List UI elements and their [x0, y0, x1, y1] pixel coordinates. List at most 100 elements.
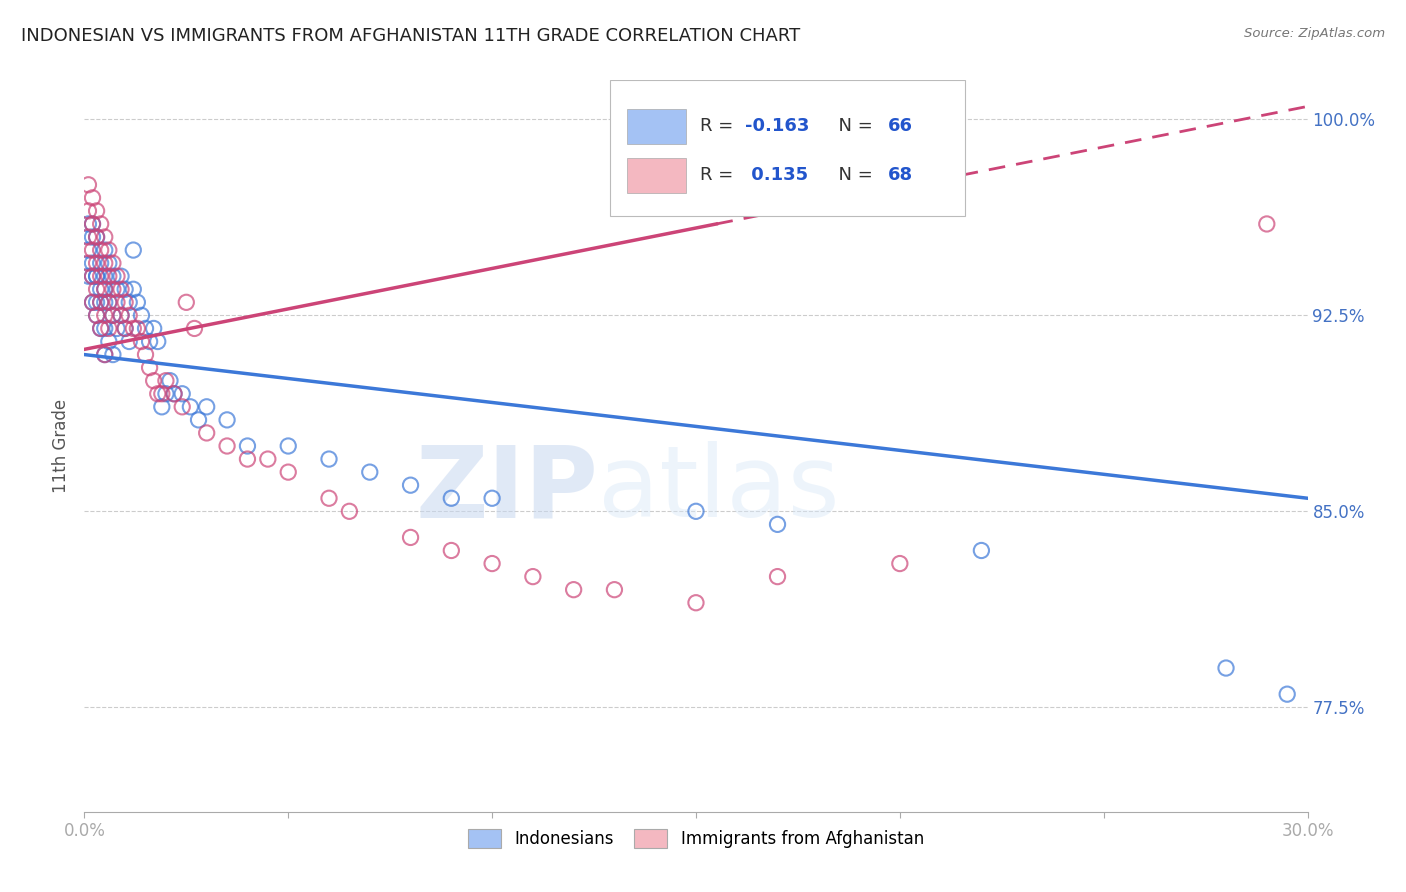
Point — [82, 191, 104, 205]
Point — [766, 517, 789, 532]
Point — [101, 309, 124, 323]
Point — [522, 569, 544, 583]
Point — [77, 217, 100, 231]
Point — [86, 269, 108, 284]
Point — [82, 243, 104, 257]
Text: 68: 68 — [889, 167, 912, 185]
Point — [93, 348, 115, 362]
Point — [146, 334, 169, 349]
Point — [93, 282, 115, 296]
Point — [217, 413, 239, 427]
Point — [359, 465, 381, 479]
Legend: Indonesians, Immigrants from Afghanistan: Indonesians, Immigrants from Afghanistan — [461, 822, 931, 855]
Point — [90, 256, 112, 270]
Point — [82, 217, 104, 231]
Point — [86, 295, 108, 310]
Point — [174, 295, 197, 310]
Point — [101, 256, 124, 270]
Point — [138, 334, 160, 349]
Point — [118, 309, 141, 323]
Point — [603, 582, 626, 597]
Point — [135, 321, 157, 335]
Point — [77, 243, 100, 257]
Text: 0.135: 0.135 — [745, 167, 808, 185]
Point — [481, 491, 503, 506]
Point — [93, 269, 115, 284]
Point — [90, 282, 112, 296]
Point — [97, 295, 120, 310]
Point — [187, 413, 209, 427]
Point — [318, 452, 340, 467]
Point — [172, 386, 194, 401]
Point — [118, 295, 141, 310]
Point — [114, 321, 136, 335]
Point — [217, 439, 239, 453]
Point — [93, 243, 115, 257]
Point — [105, 321, 128, 335]
Point — [195, 400, 218, 414]
Point — [97, 321, 120, 335]
Point — [183, 321, 205, 335]
Text: N =: N = — [827, 167, 879, 185]
Point — [142, 374, 165, 388]
Point — [86, 203, 108, 218]
Point — [93, 295, 115, 310]
Point — [318, 491, 340, 506]
Point — [101, 309, 124, 323]
Point — [110, 309, 132, 323]
Point — [163, 386, 186, 401]
Point — [82, 256, 104, 270]
Point — [172, 400, 194, 414]
Point — [101, 269, 124, 284]
Text: ZIP: ZIP — [415, 442, 598, 539]
Point — [97, 243, 120, 257]
Point — [146, 386, 169, 401]
Point — [159, 374, 181, 388]
Point — [257, 452, 280, 467]
FancyBboxPatch shape — [627, 158, 686, 193]
Point — [122, 321, 145, 335]
Point — [97, 269, 120, 284]
Point — [481, 557, 503, 571]
Point — [339, 504, 361, 518]
Point — [86, 269, 108, 284]
Text: N =: N = — [827, 118, 879, 136]
Point — [155, 386, 177, 401]
Text: INDONESIAN VS IMMIGRANTS FROM AFGHANISTAN 11TH GRADE CORRELATION CHART: INDONESIAN VS IMMIGRANTS FROM AFGHANISTA… — [21, 27, 800, 45]
Point — [236, 452, 259, 467]
Point — [179, 400, 201, 414]
Point — [90, 295, 112, 310]
Point — [142, 321, 165, 335]
Point — [110, 269, 132, 284]
Point — [163, 386, 186, 401]
Point — [93, 282, 115, 296]
Point — [110, 309, 132, 323]
Point — [77, 178, 100, 192]
Point — [685, 596, 707, 610]
Point — [440, 491, 463, 506]
Point — [105, 295, 128, 310]
Point — [277, 465, 299, 479]
Point — [970, 543, 993, 558]
Point — [114, 321, 136, 335]
Point — [105, 269, 128, 284]
Point — [101, 348, 124, 362]
Y-axis label: 11th Grade: 11th Grade — [52, 399, 70, 493]
Point — [86, 256, 108, 270]
Point — [82, 295, 104, 310]
FancyBboxPatch shape — [610, 80, 965, 216]
Point — [562, 582, 585, 597]
Point — [93, 230, 115, 244]
Text: R =: R = — [700, 118, 738, 136]
Point — [82, 269, 104, 284]
Text: atlas: atlas — [598, 442, 839, 539]
Point — [86, 230, 108, 244]
Point — [82, 230, 104, 244]
Point — [93, 309, 115, 323]
Point — [77, 269, 100, 284]
Point — [93, 256, 115, 270]
Point — [82, 217, 104, 231]
Point — [399, 531, 422, 545]
Point — [86, 230, 108, 244]
Point — [1277, 687, 1299, 701]
